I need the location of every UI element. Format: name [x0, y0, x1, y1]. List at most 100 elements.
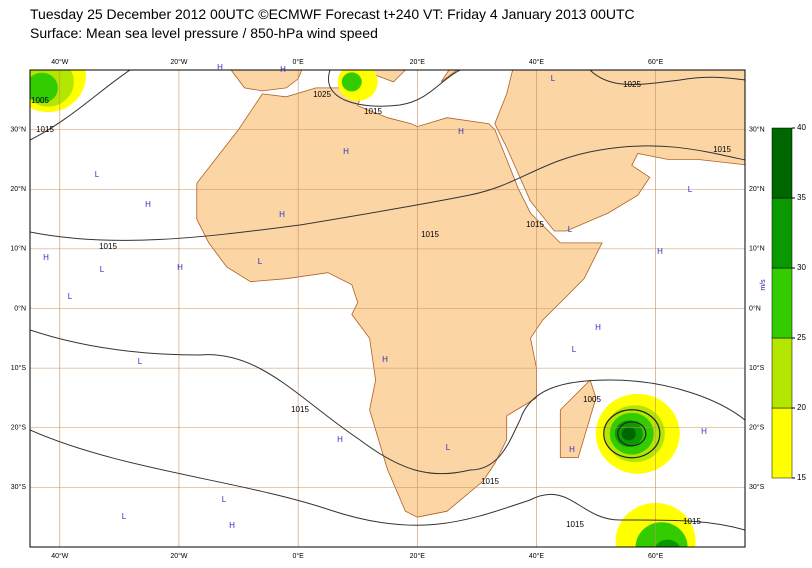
- isobar: [617, 421, 647, 447]
- colorbar-band: [771, 197, 793, 269]
- lon-label: 60°E: [648, 552, 664, 560]
- pressure-centre: L: [122, 512, 127, 521]
- lon-label: 20°W: [170, 58, 188, 66]
- pressure-centre: L: [95, 170, 100, 179]
- lat-label: 30°N: [749, 125, 765, 133]
- pressure-centre: H: [43, 253, 49, 262]
- pressure-centre: H: [569, 445, 575, 454]
- pressure-centre: H: [217, 63, 223, 72]
- lon-label: 20°E: [410, 58, 426, 66]
- colorbar-band: [771, 407, 793, 479]
- lat-label: 0°N: [749, 304, 761, 312]
- colorbar-band: [771, 127, 793, 199]
- wind-shading: [655, 539, 681, 547]
- subtitle: Surface: Mean sea level pressure / 850-h…: [30, 25, 378, 41]
- isobar-label: 1015: [291, 405, 309, 414]
- lon-label: 40°W: [51, 552, 69, 560]
- wind-shading: [621, 427, 636, 441]
- isobar: [30, 329, 745, 475]
- lon-label: 40°W: [51, 58, 69, 66]
- lon-label: 20°E: [410, 552, 426, 560]
- pressure-centre: L: [568, 225, 573, 234]
- colorbar-label: 30: [797, 263, 806, 272]
- isobar-label: 1005: [31, 96, 49, 105]
- pressure-centre: L: [688, 185, 693, 194]
- pressure-centre: H: [595, 323, 601, 332]
- colorbar-band: [771, 267, 793, 339]
- lat-label: 10°S: [749, 364, 765, 372]
- pressure-centre: L: [100, 265, 105, 274]
- pressure-centre: H: [337, 435, 343, 444]
- isobar-label: 1015: [364, 107, 382, 116]
- isobar: [603, 409, 661, 459]
- colorbar-unit: m/s: [760, 279, 767, 291]
- lat-label: 20°N: [10, 185, 26, 193]
- isobar: [30, 145, 745, 241]
- isobar-label: 1015: [481, 477, 499, 486]
- lon-label: 20°W: [170, 552, 188, 560]
- lat-label: 30°S: [11, 483, 27, 491]
- isobar: [30, 70, 131, 141]
- lon-label: 40°E: [529, 552, 545, 560]
- pressure-centre: L: [68, 292, 73, 301]
- pressure-centre: H: [280, 65, 286, 74]
- title: Tuesday 25 December 2012 00UTC ©ECMWF Fo…: [30, 6, 635, 22]
- lat-label: 0°N: [14, 304, 26, 312]
- isobar-label: 1005: [583, 395, 601, 404]
- lat-label: 20°N: [749, 185, 765, 193]
- isobar-label: 1015: [421, 230, 439, 239]
- isobar: [589, 70, 745, 85]
- wind-shading: [30, 72, 58, 104]
- landmass: [360, 70, 458, 83]
- pressure-centre: L: [551, 74, 556, 83]
- lat-label: 10°N: [749, 245, 765, 253]
- isobar-label: 1025: [313, 90, 331, 99]
- isobar-label: 1025: [623, 80, 641, 89]
- pressure-centre: H: [701, 427, 707, 436]
- lon-label: 0°E: [292, 58, 304, 66]
- lon-label: 40°E: [529, 58, 545, 66]
- pressure-centre: H: [145, 200, 151, 209]
- lat-label: 30°N: [10, 125, 26, 133]
- lat-label: 20°S: [11, 424, 27, 432]
- landmass: [230, 70, 303, 92]
- wind-shading: [635, 522, 688, 547]
- pressure-centre: H: [229, 521, 235, 530]
- lon-label: 0°E: [292, 552, 304, 560]
- pressure-centre: L: [446, 443, 451, 452]
- colorbar-label: 40: [797, 123, 806, 132]
- lat-label: 30°S: [749, 483, 765, 491]
- isobar-label: 1015: [99, 242, 117, 251]
- colorbar-label: 20: [797, 403, 806, 412]
- pressure-centre: H: [177, 263, 183, 272]
- isobar-label: 1015: [526, 220, 544, 229]
- lat-label: 10°N: [10, 245, 26, 253]
- lat-label: 20°S: [749, 424, 765, 432]
- landmass: [494, 70, 745, 232]
- pressure-centre: H: [458, 127, 464, 136]
- isobar-label: 1015: [713, 145, 731, 154]
- isobar: [30, 429, 745, 531]
- map-frame: [29, 69, 746, 548]
- landmass: [559, 379, 597, 459]
- lon-label: 60°E: [648, 58, 664, 66]
- isobar: [327, 70, 461, 107]
- isobar-label: 1015: [683, 517, 701, 526]
- isobar-label: 1015: [566, 520, 584, 529]
- pressure-centre: L: [138, 357, 143, 366]
- pressure-centre: L: [222, 495, 227, 504]
- colorbar-label: 25: [797, 333, 806, 342]
- pressure-centre: H: [657, 247, 663, 256]
- colorbar-band: [771, 337, 793, 409]
- pressure-centre: H: [382, 355, 388, 364]
- lat-label: 10°S: [11, 364, 27, 372]
- colorbar-label: 15: [797, 473, 806, 482]
- colorbar-label: 35: [797, 193, 806, 202]
- wind-shading: [341, 72, 362, 92]
- isobar-label: 1015: [36, 125, 54, 134]
- pressure-centre: L: [258, 257, 263, 266]
- pressure-centre: H: [343, 147, 349, 156]
- pressure-centre: L: [572, 345, 577, 354]
- pressure-centre: H: [279, 210, 285, 219]
